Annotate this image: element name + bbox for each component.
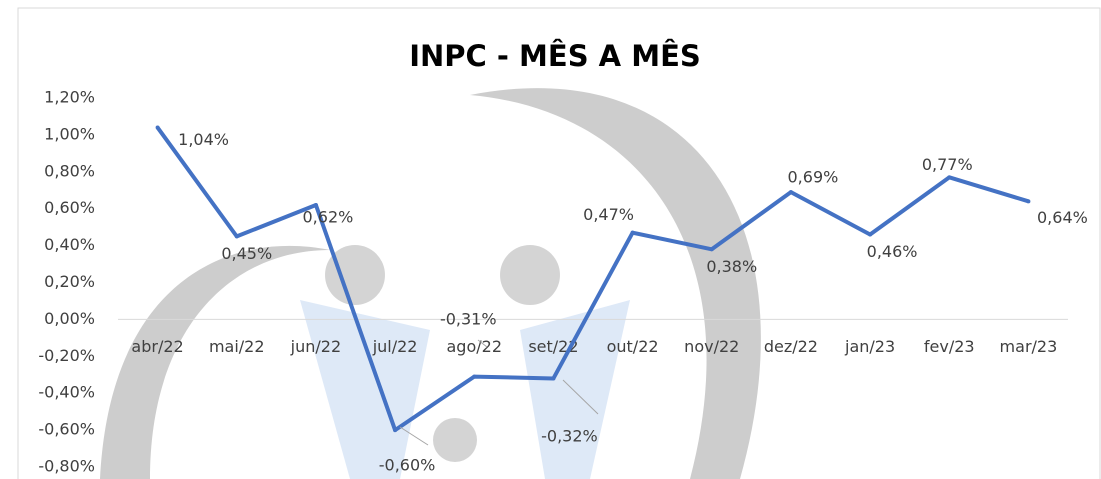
data-label: 0,45% (221, 244, 272, 263)
x-tick-label: mar/23 (1000, 337, 1058, 356)
data-label: 1,04% (178, 130, 229, 149)
x-tick-label: fev/23 (924, 337, 975, 356)
watermark-head (500, 245, 560, 305)
point (789, 190, 793, 194)
y-tick-label: 0,00% (44, 309, 95, 328)
y-tick-label: -0,80% (38, 457, 95, 476)
x-tick-label: mai/22 (209, 337, 265, 356)
point (235, 234, 239, 238)
x-tick-label: out/22 (607, 337, 659, 356)
data-label: 0,47% (583, 205, 634, 224)
y-tick-label: 0,60% (44, 198, 95, 217)
y-tick-label: 0,80% (44, 161, 95, 180)
y-tick-label: 1,00% (44, 124, 95, 143)
point (710, 247, 714, 251)
y-tick-label: -0,60% (38, 420, 95, 439)
y-tick-label: 0,20% (44, 272, 95, 291)
data-label: -0,32% (541, 427, 598, 446)
data-label: 0,38% (706, 257, 757, 276)
watermark-head (433, 418, 477, 462)
point (947, 175, 951, 179)
x-tick-label: jul/22 (372, 337, 418, 356)
x-tick-label: nov/22 (684, 337, 739, 356)
point (393, 428, 397, 432)
x-tick-label: ago/22 (447, 337, 503, 356)
point (551, 376, 555, 380)
data-label: 0,62% (303, 208, 354, 227)
y-tick-label: 1,20% (44, 88, 95, 107)
x-tick-label: jun/22 (290, 337, 341, 356)
x-tick-label: jan/23 (844, 337, 895, 356)
point (156, 126, 160, 130)
chart: INPC - MÊS A MÊS 1,20% 1,00% 0,80% 0,60% 0,4… (0, 0, 1101, 479)
point (1026, 199, 1030, 203)
data-label: 0,46% (867, 242, 918, 261)
point (868, 233, 872, 237)
data-label: -0,31% (440, 310, 497, 329)
data-label: 0,69% (788, 168, 839, 187)
x-tick-label: abr/22 (131, 337, 183, 356)
x-tick-label: dez/22 (764, 337, 818, 356)
y-tick-label: -0,40% (38, 383, 95, 402)
chart-title: INPC - MÊS A MÊS (409, 39, 701, 73)
y-tick-label: -0,20% (38, 346, 95, 365)
data-label: -0,60% (379, 456, 436, 475)
point (631, 231, 635, 235)
y-tick-label: 0,40% (44, 235, 95, 254)
data-label: 0,77% (922, 155, 973, 174)
point (314, 203, 318, 207)
data-label: 0,64% (1037, 208, 1088, 227)
point (472, 375, 476, 379)
